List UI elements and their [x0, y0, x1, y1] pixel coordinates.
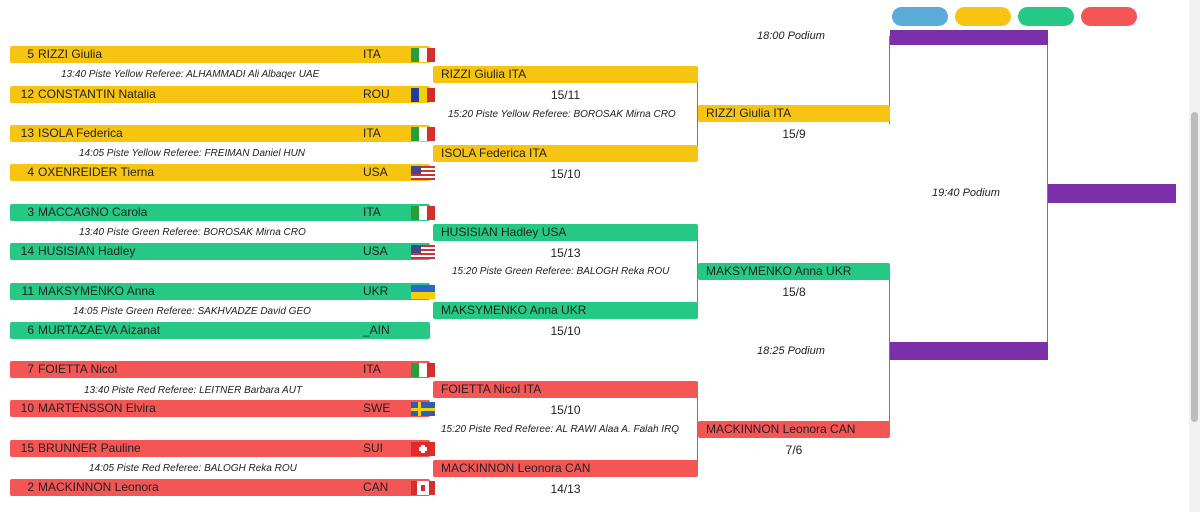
fencer-name: MACCAGNO Carola: [38, 205, 148, 219]
quarterfinal-schedule-note: 15:20 Piste Green Referee: BALOGH Reka R…: [452, 266, 670, 277]
fencer-name: HUSISIAN Hadley: [38, 244, 136, 258]
legend-pill-green[interactable]: [1018, 7, 1074, 26]
italy-flag-icon: [411, 206, 435, 220]
seed-number: 3: [27, 205, 34, 219]
usa-flag-icon: [411, 166, 435, 180]
italy-flag-icon: [411, 48, 435, 62]
italy-flag-icon: [411, 127, 435, 141]
fencer-row[interactable]: 13 ISOLA Federica ITA: [10, 125, 435, 142]
fencer-row[interactable]: 10 MARTENSSON Elvira SWE: [10, 400, 435, 417]
fencer-row[interactable]: 11 MAKSYMENKO Anna UKR: [10, 283, 435, 300]
quarterfinal-winner[interactable]: HUSISIAN Hadley USA: [433, 224, 698, 241]
final-slot[interactable]: [1048, 184, 1176, 203]
seed-number: 13: [20, 126, 34, 140]
country-code: ITA: [363, 362, 381, 376]
semifinal-entry[interactable]: MAKSYMENKO Anna UKR: [698, 263, 890, 280]
country-code: SUI: [363, 441, 384, 455]
seed-number: 15: [20, 441, 34, 455]
fencer-row[interactable]: 5 RIZZI Giulia ITA: [10, 46, 435, 63]
country-code: _AIN: [363, 323, 390, 337]
italy-flag-icon: [411, 363, 435, 377]
country-code: CAN: [363, 480, 389, 494]
semifinal-slot-bottom[interactable]: [890, 342, 1048, 360]
country-code: USA: [363, 244, 388, 258]
vertical-scrollbar[interactable]: [1189, 0, 1200, 512]
sweden-flag-icon: [411, 402, 435, 416]
seed-number: 6: [27, 323, 34, 337]
bout-score: 14/13: [550, 482, 581, 496]
seed-number: 12: [20, 87, 34, 101]
fencer-name: MAKSYMENKO Anna: [38, 284, 155, 298]
seed-number: 5: [27, 47, 34, 61]
fencer-row[interactable]: 12 CONSTANTIN Natalia ROU: [10, 86, 435, 103]
bout-score: 15/11: [550, 88, 581, 102]
switzerland-flag-icon: [411, 442, 435, 456]
fencer-name: MARTENSSON Elvira: [38, 401, 156, 415]
seed-number: 10: [20, 401, 34, 415]
fencer-row[interactable]: 2 MACKINNON Leonora CAN: [10, 479, 435, 496]
bout-score: 15/8: [782, 285, 806, 299]
bout-score: 15/10: [550, 324, 581, 338]
bout-schedule-note: 13:40 Piste Yellow Referee: ALHAMMADI Al…: [61, 69, 320, 80]
canada-flag-icon: [411, 481, 435, 495]
scrollbar-thumb[interactable]: [1191, 112, 1198, 422]
bout-score: 7/6: [785, 443, 803, 457]
semifinal-slot-top[interactable]: [890, 30, 1048, 45]
country-code: SWE: [363, 401, 391, 415]
ukraine-flag-icon: [411, 285, 435, 299]
usa-flag-icon: [411, 245, 435, 259]
seed-number: 7: [27, 362, 34, 376]
seed-number: 11: [21, 284, 34, 298]
fencer-row[interactable]: 3 MACCAGNO Carola ITA: [10, 204, 435, 221]
bout-schedule-note: 14:05 Piste Green Referee: SAKHVADZE Dav…: [73, 306, 311, 317]
seed-number: 14: [20, 244, 34, 258]
fencer-name: RIZZI Giulia: [38, 47, 103, 61]
semifinal-entry[interactable]: RIZZI Giulia ITA: [698, 105, 890, 122]
country-code: ITA: [363, 205, 381, 219]
quarterfinal-schedule-note: 15:20 Piste Yellow Referee: BOROSAK Mirn…: [448, 109, 676, 120]
bout-score: 15/10: [550, 167, 581, 181]
country-code: ITA: [363, 126, 381, 140]
country-code: ITA: [363, 47, 381, 61]
fencer-name: MURTAZAEVA Aizanat: [38, 323, 161, 337]
bout-schedule-note: 13:40 Piste Green Referee: BOROSAK Mirna…: [79, 227, 306, 238]
country-code: ROU: [363, 87, 390, 101]
legend-pill-red[interactable]: [1081, 7, 1137, 26]
bout-score: 15/13: [550, 246, 581, 260]
quarterfinal-winner[interactable]: RIZZI Giulia ITA: [433, 66, 698, 83]
quarterfinal-schedule-note: 15:20 Piste Red Referee: AL RAWI Alaa A.…: [441, 424, 680, 435]
fencer-name: ISOLA Federica: [38, 126, 123, 140]
semifinal-entry[interactable]: MACKINNON Leonora CAN: [698, 421, 890, 438]
quarterfinal-winner[interactable]: ISOLA Federica ITA: [433, 145, 698, 162]
podium-time-middle: 18:25 Podium: [757, 345, 825, 357]
country-code: USA: [363, 165, 388, 179]
fencer-row[interactable]: 7 FOIETTA Nicol ITA: [10, 361, 435, 378]
fencer-name: FOIETTA Nicol: [38, 362, 118, 376]
fencer-name: CONSTANTIN Natalia: [38, 87, 156, 101]
seed-number: 2: [27, 480, 34, 494]
bout-score: 15/9: [782, 127, 806, 141]
fencer-row[interactable]: 4 OXENREIDER Tierna USA: [10, 164, 435, 181]
seed-number: 4: [27, 165, 34, 179]
quarterfinal-winner[interactable]: FOIETTA Nicol ITA: [433, 381, 698, 398]
country-code: UKR: [363, 284, 389, 298]
legend-pill-blue[interactable]: [892, 7, 948, 26]
legend-pill-yellow[interactable]: [955, 7, 1011, 26]
podium-time-top: 18:00 Podium: [757, 30, 825, 42]
bout-schedule-note: 14:05 Piste Yellow Referee: FREIMAN Dani…: [79, 148, 306, 159]
fencer-name: OXENREIDER Tierna: [38, 165, 155, 179]
fencer-row[interactable]: 14 HUSISIAN Hadley USA: [10, 243, 435, 260]
quarterfinal-winner[interactable]: MACKINNON Leonora CAN: [433, 460, 698, 477]
bout-schedule-note: 13:40 Piste Red Referee: LEITNER Barbara…: [84, 385, 303, 396]
fencer-name: BRUNNER Pauline: [38, 441, 141, 455]
bout-schedule-note: 14:05 Piste Red Referee: BALOGH Reka ROU: [89, 463, 297, 474]
podium-time-final: 19:40 Podium: [932, 187, 1000, 199]
fencer-row[interactable]: 15 BRUNNER Pauline SUI: [10, 440, 435, 457]
romania-flag-icon: [411, 88, 435, 102]
fencer-row[interactable]: 6 MURTAZAEVA Aizanat _AIN: [10, 322, 430, 339]
bout-score: 15/10: [550, 403, 581, 417]
fencer-name: MACKINNON Leonora: [38, 480, 159, 494]
quarterfinal-winner[interactable]: MAKSYMENKO Anna UKR: [433, 302, 698, 319]
